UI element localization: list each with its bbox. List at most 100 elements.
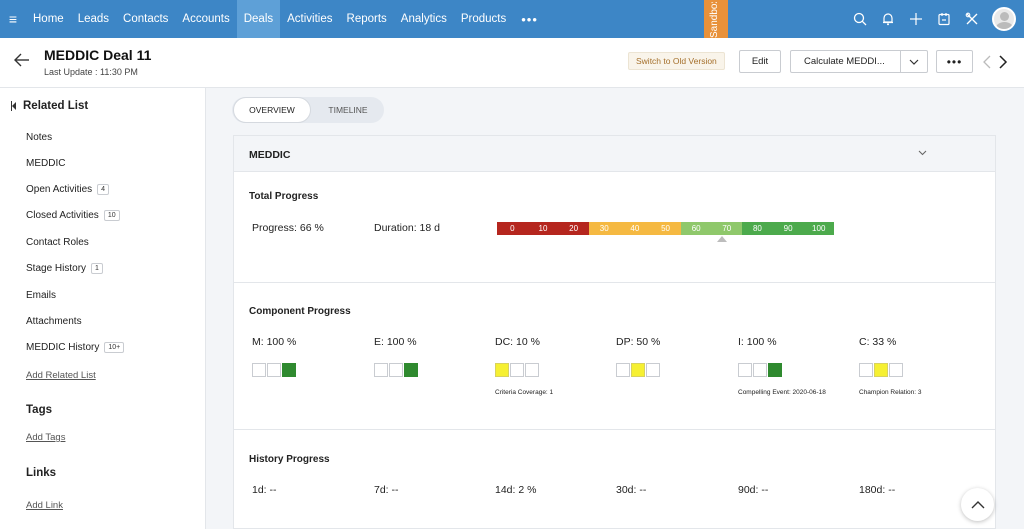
sidebar-item-label: Open Activities	[26, 184, 93, 195]
history-7d: 7d: --	[374, 484, 399, 496]
progress-scale-segment: 80	[742, 222, 773, 235]
switch-old-version-button[interactable]: Switch to Old Version	[628, 52, 725, 70]
progress-scale-segment: 90	[772, 222, 804, 235]
nav-activities[interactable]: Activities	[287, 13, 333, 25]
calendar-icon[interactable]	[930, 0, 958, 38]
tab-timeline[interactable]: TIMELINE	[328, 105, 368, 115]
progress-scale-segment: 30	[588, 222, 620, 235]
sidebar-item-meddic[interactable]: MEDDIC	[26, 158, 65, 169]
sidebar-item-label: MEDDIC History	[26, 342, 100, 353]
progress-scale-segment: 10	[527, 222, 559, 235]
sidebar-item-emails[interactable]: Emails	[26, 290, 56, 301]
tools-icon[interactable]	[958, 0, 986, 38]
meddic-title: MEDDIC	[249, 149, 291, 161]
add-link-link[interactable]: Add Link	[26, 500, 63, 511]
indicator-box	[267, 363, 281, 377]
progress-scale-segment: 0	[497, 222, 528, 235]
indicator-box	[252, 363, 266, 377]
indicator-box	[646, 363, 660, 377]
sidebar-item-open-activities[interactable]: Open Activities 4	[26, 184, 110, 195]
duration-value: Duration: 18 d	[374, 222, 440, 234]
edit-button[interactable]: Edit	[739, 50, 781, 73]
search-icon[interactable]	[846, 0, 874, 38]
indicator-box	[404, 363, 418, 377]
add-related-list-link[interactable]: Add Related List	[26, 370, 96, 381]
count-badge: 1	[91, 263, 103, 274]
related-list-sidebar: Related List Notes MEDDIC Open Activitie…	[0, 88, 206, 529]
history-90d: 90d: --	[738, 484, 769, 496]
component-label: E: 100 %	[374, 336, 417, 348]
component-label: DP: 50 %	[616, 336, 661, 348]
indicator-box	[525, 363, 539, 377]
component-indicator	[374, 363, 418, 377]
sidebar-item-closed-activities[interactable]: Closed Activities 10	[26, 210, 120, 221]
divider	[234, 429, 995, 430]
sidebar-item-contact-roles[interactable]: Contact Roles	[26, 237, 89, 248]
sidebar-item-label: Closed Activities	[26, 210, 99, 221]
indicator-box	[859, 363, 873, 377]
tab-overview[interactable]: OVERVIEW	[233, 97, 311, 123]
sidebar-item-attachments[interactable]: Attachments	[26, 316, 82, 327]
total-progress-title: Total Progress	[249, 191, 319, 202]
history-180d: 180d: --	[859, 484, 896, 496]
component-label: C: 33 %	[859, 336, 897, 348]
indicator-box	[374, 363, 388, 377]
scroll-to-top-button[interactable]	[961, 488, 994, 521]
indicator-box	[889, 363, 903, 377]
history-progress-title: History Progress	[249, 454, 330, 465]
bell-icon[interactable]	[874, 0, 902, 38]
chevron-down-icon[interactable]	[900, 51, 927, 72]
chevron-down-icon[interactable]	[918, 150, 927, 156]
sidebar-item-meddic-history[interactable]: MEDDIC History 10+	[26, 342, 125, 353]
back-arrow-icon[interactable]	[14, 53, 30, 70]
indicator-box	[753, 363, 767, 377]
nav-home[interactable]: Home	[33, 13, 64, 25]
chevron-up-icon	[971, 500, 984, 508]
indicator-box	[768, 363, 782, 377]
nav-leads[interactable]: Leads	[77, 13, 110, 25]
progress-scale-segment: 100	[803, 222, 835, 235]
meddic-card-header[interactable]: MEDDIC	[234, 136, 995, 172]
component-indicator	[252, 363, 296, 377]
history-14d: 14d: 2 %	[495, 484, 537, 496]
sidebar-item-label: Emails	[26, 290, 57, 301]
previous-record-icon[interactable]	[982, 55, 991, 72]
nav-products[interactable]: Products	[460, 13, 507, 25]
component-note: Compelling Event: 2020-06-18	[738, 389, 826, 396]
component-indicator	[616, 363, 660, 377]
calculate-button[interactable]: Calculate MEDDI...	[790, 50, 928, 73]
sidebar-item-label: MEDDIC	[26, 158, 66, 169]
history-1d: 1d: --	[252, 484, 277, 496]
sidebar-item-label: Contact Roles	[26, 237, 89, 248]
divider	[234, 282, 995, 283]
nav-accounts[interactable]: Accounts	[182, 13, 230, 25]
nav-analytics[interactable]: Analytics	[400, 13, 447, 25]
nav-reports[interactable]: Reports	[346, 13, 387, 25]
next-record-icon[interactable]	[999, 55, 1008, 72]
progress-scale-segment: 60	[680, 222, 712, 235]
tags-section-title: Tags	[26, 404, 52, 416]
collapse-icon[interactable]	[11, 101, 17, 111]
more-options-button[interactable]: •••	[936, 50, 973, 73]
last-update-text: Last Update : 11:30 PM	[44, 67, 138, 77]
add-tags-link[interactable]: Add Tags	[26, 432, 66, 443]
progress-scale-segment: 70	[711, 222, 743, 235]
indicator-box	[495, 363, 509, 377]
count-badge: 4	[97, 184, 110, 195]
component-progress-title: Component Progress	[249, 306, 351, 317]
count-badge: 10+	[104, 342, 125, 353]
nav-more-button[interactable]: •••	[521, 11, 538, 27]
sidebar-item-notes[interactable]: Notes	[26, 132, 52, 143]
component-label: M: 100 %	[252, 336, 297, 348]
related-list-header[interactable]: Related List	[11, 100, 88, 112]
indicator-box	[874, 363, 888, 377]
sidebar-item-stage-history[interactable]: Stage History 1	[26, 263, 103, 274]
component-label: DC: 10 %	[495, 336, 540, 348]
nav-deals[interactable]: Deals	[236, 0, 281, 38]
nav-contacts[interactable]: Contacts	[123, 13, 169, 25]
component-indicator	[738, 363, 782, 377]
avatar[interactable]	[992, 7, 1016, 31]
component-label: I: 100 %	[738, 336, 777, 348]
plus-icon[interactable]	[902, 0, 930, 38]
menu-icon[interactable]: ≡	[8, 11, 18, 27]
